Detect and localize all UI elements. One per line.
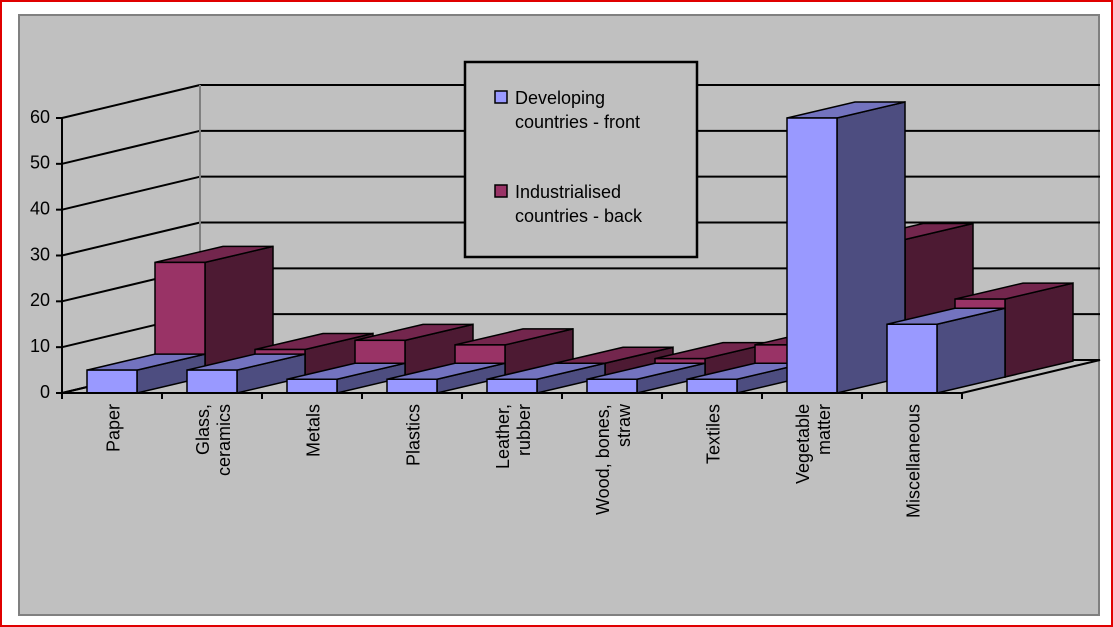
bar (86, 353, 206, 394)
grid-line (61, 221, 201, 257)
legend-marker (494, 90, 508, 104)
legend-label: Industrialised countries - back (515, 182, 643, 226)
x-tick-label: Plastics (403, 404, 424, 467)
x-tick-label: Wood, bones, straw (593, 404, 634, 515)
x-tick-label: Miscellaneous (903, 404, 924, 519)
y-tick-label: 10 (30, 336, 50, 356)
bar-front (86, 369, 138, 394)
legend-label: Developing countries - front (515, 88, 641, 132)
x-tick-label: Leather, rubber (493, 404, 534, 470)
bar-front (186, 369, 238, 394)
x-tick-label: Glass, ceramics (193, 404, 234, 477)
y-tick-label: 0 (40, 382, 50, 402)
x-tick-label: Paper (103, 404, 124, 453)
bar (486, 362, 606, 394)
bar (886, 307, 1006, 394)
y-tick-label: 50 (30, 153, 50, 173)
x-tick-label: Vegetable matter (793, 404, 834, 485)
bar-front (686, 378, 738, 394)
plot: 0 10 20 30 40 50 60 (30, 60, 1101, 402)
grid-line (61, 129, 201, 165)
bar (186, 353, 306, 394)
legend-marker (494, 184, 508, 198)
bar-front (386, 378, 438, 394)
bar-front (786, 117, 838, 394)
x-tick-label: Metals (303, 404, 324, 458)
bar (386, 362, 506, 394)
y-tick-label: 20 (30, 290, 50, 310)
grid-line (61, 175, 201, 211)
grid-line (61, 84, 201, 119)
y-tick-label: 30 (30, 244, 50, 264)
bar (586, 362, 706, 394)
y-tick-label: 40 (30, 198, 50, 218)
bar-front (486, 378, 538, 394)
x-tick-label: Textiles (703, 404, 724, 465)
bar-front (886, 323, 938, 394)
bar (286, 362, 406, 394)
y-tick-label: 60 (30, 107, 50, 127)
bar-front (286, 378, 338, 394)
bar (786, 101, 906, 394)
bar-front (586, 378, 638, 394)
